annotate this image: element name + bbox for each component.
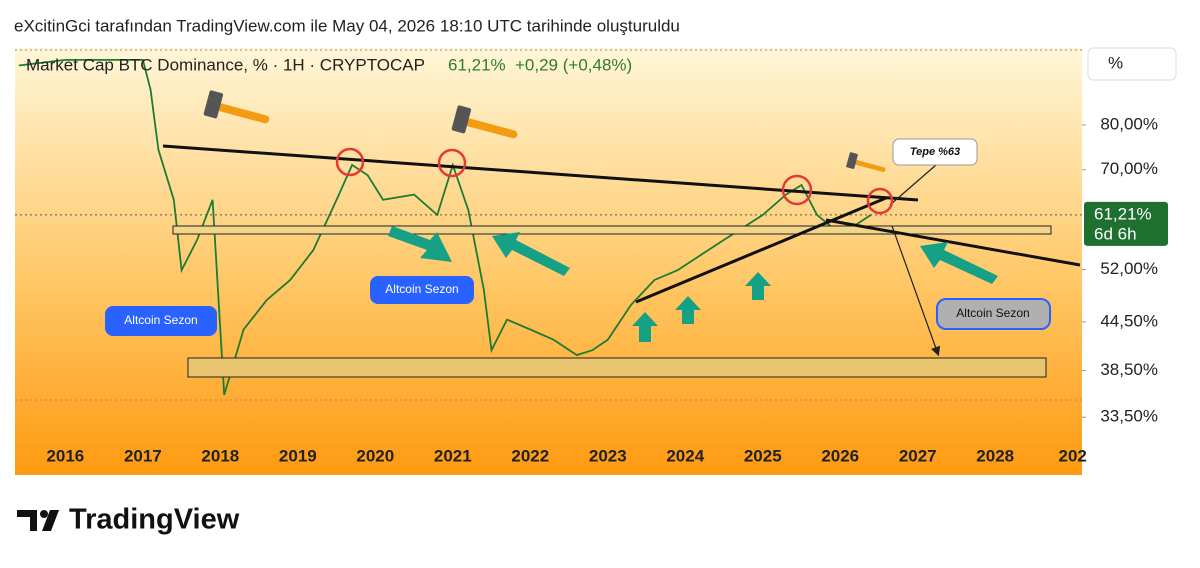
arrow bbox=[891, 225, 941, 357]
current-value-label: 61,21% bbox=[1094, 204, 1152, 223]
y-tick-label: 80,00% bbox=[1100, 114, 1158, 133]
callout: Tepe %63 bbox=[910, 146, 960, 158]
y-tick-label: 44,50% bbox=[1100, 311, 1158, 330]
unit-label: % bbox=[1108, 53, 1123, 72]
trend-line bbox=[825, 218, 1081, 267]
y-tick-label: 52,00% bbox=[1100, 259, 1158, 278]
y-tick-label: 33,50% bbox=[1100, 407, 1158, 426]
x-tick-label: 2025 bbox=[744, 446, 782, 465]
logo-icon bbox=[17, 510, 37, 531]
hammer-icon bbox=[203, 90, 270, 124]
y-tick-label: 38,50% bbox=[1100, 360, 1158, 379]
x-tick-label: 2026 bbox=[821, 446, 859, 465]
arrow-icon bbox=[632, 312, 658, 342]
hammers bbox=[203, 90, 886, 172]
circle-mark bbox=[781, 174, 813, 206]
callout-line bbox=[889, 164, 937, 206]
y-tick-label: 70,00% bbox=[1100, 159, 1158, 178]
annotation-box bbox=[936, 298, 1051, 330]
x-tick-label: 2021 bbox=[434, 446, 472, 465]
x-tick-label: 2019 bbox=[279, 446, 317, 465]
annotation-box bbox=[370, 276, 474, 304]
x-tick-label: 202 bbox=[1059, 446, 1087, 465]
circle-mark bbox=[335, 147, 365, 177]
x-tick-label: 2017 bbox=[124, 446, 162, 465]
current-value-box bbox=[1084, 201, 1168, 246]
circle-mark bbox=[866, 187, 894, 215]
hammer-icon bbox=[846, 152, 886, 172]
logo-icon bbox=[40, 510, 48, 518]
annotation: Altcoin Sezon bbox=[956, 306, 1029, 320]
x-tick-label: 2020 bbox=[356, 446, 394, 465]
change: +0,29 (+0,48%) bbox=[515, 55, 632, 74]
callout-box bbox=[892, 138, 978, 166]
x-tick-label: 2024 bbox=[666, 446, 704, 465]
arrow-icon bbox=[745, 272, 771, 300]
support-zone bbox=[187, 357, 1047, 378]
annotation: Altcoin Sezon bbox=[124, 313, 197, 327]
arrow-icon bbox=[920, 242, 998, 284]
support-zone bbox=[172, 225, 1052, 235]
x-tick-label: 2016 bbox=[46, 446, 84, 465]
logo: TradingView bbox=[17, 504, 240, 536]
trend-line bbox=[635, 196, 887, 304]
arrow-icon bbox=[388, 226, 452, 262]
countdown: 6d 6h bbox=[1094, 224, 1137, 243]
trend-line bbox=[162, 144, 919, 202]
arrow-icon bbox=[492, 232, 570, 276]
x-tick-label: 2028 bbox=[976, 446, 1014, 465]
x-tick-label: 2018 bbox=[201, 446, 239, 465]
unit-button[interactable] bbox=[1087, 47, 1177, 81]
last-value: 61,21% bbox=[448, 55, 506, 74]
logo-text: TradingView bbox=[69, 504, 240, 536]
green-arrows bbox=[388, 226, 998, 342]
symbol-header: Market Cap BTC Dominance, % · 1H · CRYPT… bbox=[26, 55, 425, 74]
x-tick-label: 2022 bbox=[511, 446, 549, 465]
annotation-box bbox=[105, 306, 217, 336]
annotation: Altcoin Sezon bbox=[385, 282, 458, 296]
hammer-icon bbox=[451, 105, 518, 139]
x-tick-label: 2027 bbox=[899, 446, 937, 465]
circle-mark bbox=[437, 148, 467, 178]
x-tick-label: 2023 bbox=[589, 446, 627, 465]
logo-icon bbox=[42, 510, 59, 531]
arrow-icon bbox=[675, 296, 701, 324]
attribution: eXcitinGci tarafından TradingView.com il… bbox=[14, 16, 680, 35]
